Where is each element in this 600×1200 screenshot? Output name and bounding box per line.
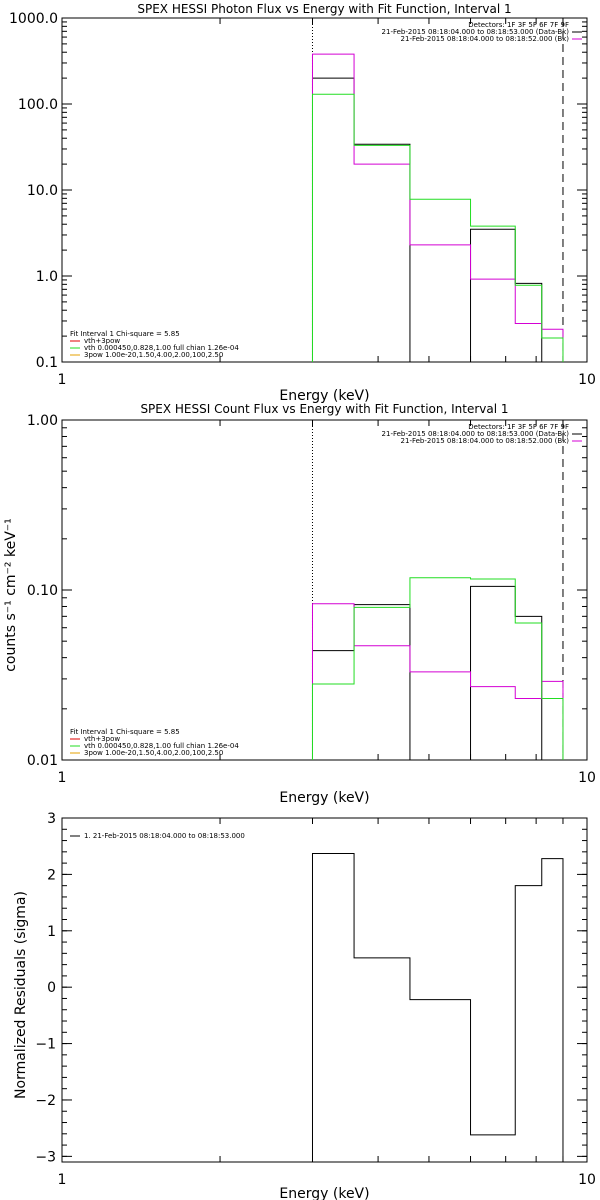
count-flux-series-1-line [311,603,564,760]
photon-flux-legend-right-entry: 21-Feb-2015 08:18:04.000 to 08:18:52.000… [401,35,570,43]
residuals-legend: 1. 21-Feb-2015 08:18:04.000 to 08:18:53.… [70,832,245,840]
photon-flux-legend-left-entry: vth 0.000450,0.828,1.00 full chian 1.26e… [84,344,239,352]
photon-flux-x-tick-label: 1 [58,372,67,388]
count-flux-xlabel: Energy (keV) [279,790,369,806]
count-flux-ylabel: counts s⁻¹ cm⁻² keV⁻¹ [3,518,19,672]
photon-flux-panel: SPEX HESSI Photon Flux vs Energy with Fi… [9,2,596,404]
residuals-y-tick-label: −1 [35,1037,56,1053]
residuals-y-tick-label: 2 [47,867,56,883]
residuals-ylabel: Normalized Residuals (sigma) [13,891,29,1099]
count-flux-plot-frame [61,419,588,761]
photon-flux-x-tick-label: 10 [578,372,596,388]
photon-flux-legend-left-entry: Fit Interval 1 Chi-square = 5.85 [70,330,180,338]
residuals-series [311,853,564,1162]
count-flux-x-tick-label: 10 [578,770,596,786]
residuals-xlabel: Energy (keV) [279,1186,369,1200]
photon-flux-series-1-line [311,53,564,362]
photon-flux-y-tick-label: 1000.0 [9,11,58,27]
photon-flux-legend-left-entry: 3pow 1.00e-20,1.50,4.00,2.00,100,2.50 [84,351,223,359]
photon-flux-title: SPEX HESSI Photon Flux vs Energy with Fi… [137,2,511,16]
residuals-y-tick-label: −3 [35,1149,56,1165]
count-flux-panel: SPEX HESSI Count Flux vs Energy with Fit… [3,402,596,806]
count-flux-series-0-line [311,585,543,760]
count-flux-legend-left-entry: 3pow 1.00e-20,1.50,4.00,2.00,100,2.50 [84,749,223,757]
photon-flux-y-tick-label: 10.0 [27,183,58,199]
residuals-plot-frame [61,817,588,1163]
photon-flux-series [311,18,564,362]
photon-flux-ticks: 1 10 1000.0 100.0 10.0 1.0 0.1 [9,11,596,388]
photon-flux-y-tick-label: 1.0 [36,269,58,285]
residuals-x-tick-label: 10 [578,1172,596,1188]
photon-flux-legend-right-entry: 21-Feb-2015 08:18:04.000 to 08:18:53.000… [382,28,570,36]
count-flux-legend-left-entry: vth+3pow [84,735,120,743]
count-flux-y-tick-label: 0.01 [27,753,58,769]
residuals-y-tick-label: 0 [47,980,56,996]
count-flux-legend: Detectors: 1F 3F 5F 6F 7F 9F21-Feb-2015 … [70,423,582,757]
count-flux-legend-right-entry: Detectors: 1F 3F 5F 6F 7F 9F [468,423,569,431]
photon-flux-legend: Detectors: 1F 3F 5F 6F 7F 9F21-Feb-2015 … [70,21,582,359]
count-flux-series [311,420,564,760]
residuals-y-tick-label: −2 [35,1093,56,1109]
residuals-panel: Energy (keV) Normalized Residuals (sigma… [13,811,596,1200]
count-flux-x-tick-label: 1 [58,770,67,786]
photon-flux-y-tick-label: 0.1 [36,355,58,371]
photon-flux-y-tick-label: 100.0 [18,97,58,113]
count-flux-series-2-line [311,577,564,760]
residuals-y-tick-label: 3 [47,811,56,827]
count-flux-y-tick-label: 0.10 [27,583,58,599]
count-flux-legend-left-entry: vth 0.000450,0.828,1.00 full chian 1.26e… [84,742,239,750]
photon-flux-legend-right-entry: Detectors: 1F 3F 5F 6F 7F 9F [468,21,569,29]
photon-flux-series-0-line [311,77,543,362]
photon-flux-legend-left-entry: vth+3pow [84,337,120,345]
count-flux-legend-right-entry: 21-Feb-2015 08:18:04.000 to 08:18:53.000… [382,430,570,438]
residuals-y-tick-label: 1 [47,924,56,940]
residuals-legend-left-entry: 1. 21-Feb-2015 08:18:04.000 to 08:18:53.… [84,832,245,840]
residuals-series-0-line [311,853,564,1162]
count-flux-legend-left-entry: Fit Interval 1 Chi-square = 5.85 [70,728,180,736]
residuals-x-tick-label: 1 [58,1172,67,1188]
photon-flux-series-2-line [311,93,564,362]
photon-flux-xlabel: Energy (keV) [279,388,369,404]
photon-flux-plot-frame [61,17,588,363]
count-flux-title: SPEX HESSI Count Flux vs Energy with Fit… [140,402,508,416]
count-flux-legend-right-entry: 21-Feb-2015 08:18:04.000 to 08:18:52.000… [401,437,570,445]
count-flux-y-tick-label: 1.00 [27,413,58,429]
